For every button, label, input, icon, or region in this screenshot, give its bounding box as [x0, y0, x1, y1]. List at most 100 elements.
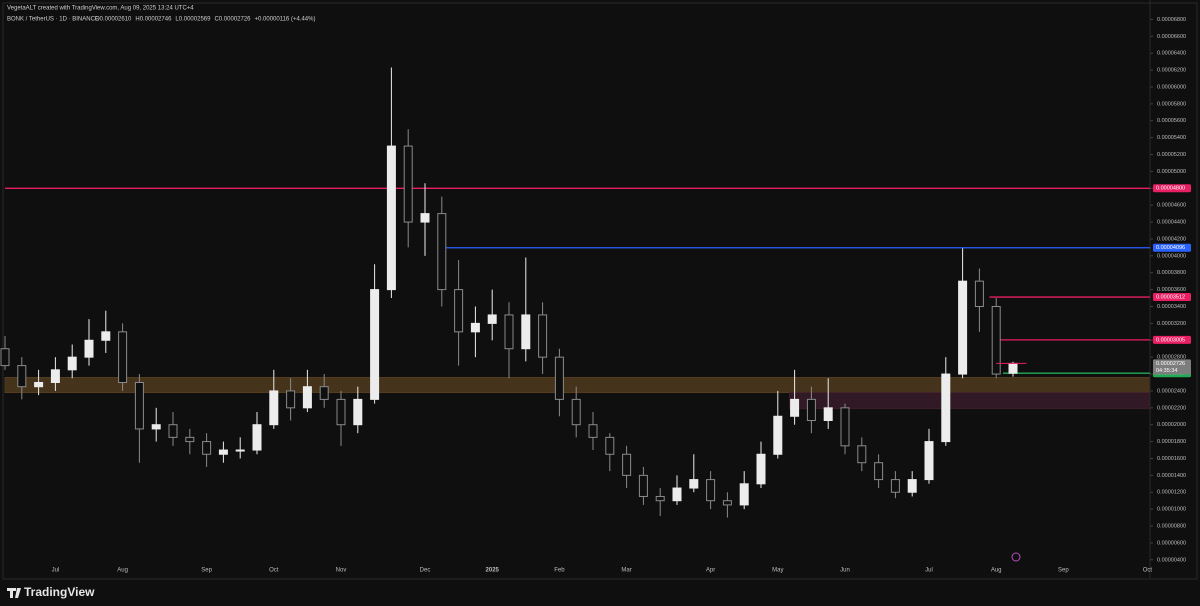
candle-body	[134, 381, 144, 430]
candle-body	[890, 479, 900, 493]
logo-icon	[7, 588, 21, 598]
candle-body	[571, 398, 581, 426]
candle-body	[588, 424, 598, 438]
candle-body	[538, 314, 548, 358]
candle-body	[554, 356, 564, 400]
level-label: 0.00003512	[1156, 294, 1185, 300]
event-icon[interactable]	[1011, 552, 1021, 562]
level-badge	[1153, 293, 1191, 302]
quote-value: +0.00000116 (+4.44%)	[255, 17, 316, 23]
x-tick-label: Jul	[925, 568, 933, 574]
candle-body	[118, 331, 128, 383]
candle-body	[50, 369, 60, 383]
level-badge	[1153, 184, 1191, 193]
y-tick-label: 0.00004600	[1157, 203, 1186, 209]
y-tick-label: 0.00001200	[1157, 490, 1186, 496]
candle-body	[202, 441, 212, 455]
zone	[789, 392, 1151, 410]
y-tick-label: 0.00003600	[1157, 287, 1186, 293]
y-tick-label: 0.00001400	[1157, 473, 1186, 479]
symbol-title: BONK / TetherUS · 1D · BINANCE	[7, 17, 99, 23]
y-tick-label: 0.00000400	[1157, 557, 1186, 563]
frame	[2, 2, 1198, 580]
candle-body	[739, 483, 749, 506]
candle-body	[252, 424, 262, 451]
candle-body	[504, 314, 514, 350]
x-tick-label: Nov	[336, 568, 347, 574]
level-badge	[1153, 243, 1191, 252]
y-tick-label: 0.00006600	[1157, 34, 1186, 40]
x-tick-label: Feb	[554, 568, 565, 574]
candle-body	[622, 453, 632, 476]
candle-body	[353, 398, 363, 426]
x-tick-label: Mar	[621, 568, 631, 574]
y-tick-label: 0.00005600	[1157, 118, 1186, 124]
y-tick-label: 0.00004200	[1157, 236, 1186, 242]
candle-body	[521, 314, 531, 350]
quote-value: H0.00002746	[135, 17, 172, 23]
x-tick-label: Apr	[706, 568, 715, 574]
y-tick-label: 0.00005400	[1157, 135, 1186, 141]
candle-body	[286, 390, 296, 409]
candle-body	[185, 436, 195, 443]
last-price-label: 0.00002726	[1156, 361, 1185, 367]
logo-text: TradingView	[24, 585, 95, 599]
candle-body	[101, 331, 111, 341]
candle-body	[974, 280, 984, 307]
y-tick-label: 0.00005800	[1157, 101, 1186, 107]
x-tick-label: Sep	[1058, 568, 1069, 574]
y-tick-label: 0.00002200	[1157, 405, 1186, 411]
y-tick-label: 0.00006800	[1157, 17, 1186, 23]
y-tick-label: 0.00003200	[1157, 321, 1186, 327]
candle-body	[218, 449, 228, 455]
x-tick-label: Jul	[52, 568, 60, 574]
x-tick-label: May	[772, 568, 783, 574]
candle-body	[857, 445, 867, 464]
candle-body	[0, 348, 10, 367]
y-tick-label: 0.00006400	[1157, 51, 1186, 57]
candle-body	[773, 415, 783, 455]
candle-body	[806, 398, 816, 421]
candle-body	[487, 314, 497, 324]
candle-body	[17, 365, 27, 388]
x-tick-label: 2025	[486, 568, 500, 574]
candle-body	[420, 213, 430, 223]
candle-body	[605, 436, 615, 455]
candle-body	[924, 441, 934, 481]
candle-body	[790, 398, 800, 417]
y-tick-label: 0.00003800	[1157, 270, 1186, 276]
candle-body	[1008, 362, 1018, 374]
x-tick-label: Oct	[1143, 568, 1153, 574]
level-label: 0.00003005	[1156, 337, 1185, 343]
candle-body	[151, 424, 161, 430]
candle-body	[437, 213, 447, 291]
x-tick-label: Oct	[269, 568, 279, 574]
y-tick-label: 0.00005200	[1157, 152, 1186, 158]
candle-body	[302, 386, 312, 409]
candle-body	[655, 495, 665, 502]
y-tick-label: 0.00001000	[1157, 507, 1186, 513]
candle-body	[34, 381, 44, 388]
candle-body	[454, 289, 464, 333]
y-tick-label: 0.00002400	[1157, 388, 1186, 394]
x-tick-label: Jun	[840, 568, 850, 574]
level-badge	[1153, 335, 1191, 344]
author-line: VegetaALT created with TradingView.com, …	[7, 6, 194, 12]
y-tick-label: 0.00004400	[1157, 220, 1186, 226]
y-tick-label: 0.00004000	[1157, 253, 1186, 259]
candle-body	[168, 424, 178, 438]
candle-body	[689, 479, 699, 489]
x-tick-label: Aug	[991, 568, 1002, 574]
footer-bar	[0, 580, 1200, 606]
candle-body	[941, 373, 951, 443]
level-label: 0.00004096	[1156, 245, 1185, 251]
x-tick-label: Sep	[201, 568, 212, 574]
candle-body	[386, 145, 396, 291]
candle-body	[269, 390, 279, 426]
candle-body	[370, 289, 380, 400]
x-tick-label: Aug	[117, 568, 128, 574]
quote-value: O0.00002610	[95, 17, 132, 23]
candle-body	[874, 462, 884, 481]
